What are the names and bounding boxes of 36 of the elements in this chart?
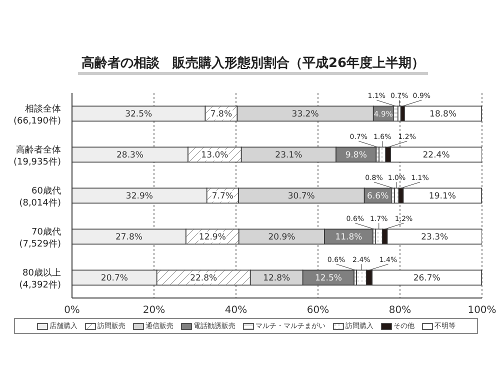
data-label: 23.1% xyxy=(275,150,302,161)
data-label: 13.0% xyxy=(201,150,228,161)
data-label: 6.6% xyxy=(367,192,389,202)
data-label: 20.7% xyxy=(100,274,128,284)
x-tick-label: 60% xyxy=(306,305,330,316)
data-label: 23.3% xyxy=(421,232,448,243)
data-label: 27.8% xyxy=(115,232,142,243)
chart-title: 高齢者の相談 販売購入形態別割合（平成26年度上半期） xyxy=(78,54,428,75)
data-label: 11.8% xyxy=(335,232,362,243)
x-tick-label: 20% xyxy=(142,305,166,316)
data-label: 22.4% xyxy=(422,150,450,161)
data-label: 26.7% xyxy=(413,274,440,284)
data-label: 32.5% xyxy=(125,110,152,120)
y-tick-label: 高齢者全体 (19,935件) xyxy=(13,144,61,168)
data-label: 12.9% xyxy=(198,232,226,243)
data-label: 22.8% xyxy=(190,274,218,284)
data-label: 32.9% xyxy=(126,192,153,202)
x-tick-label: 100% xyxy=(468,305,496,316)
y-tick-label: 相談全体 (66,190件) xyxy=(13,104,61,126)
y-tick-label: 60歳代 (8,014件) xyxy=(19,186,61,208)
data-label: 30.7% xyxy=(288,192,315,202)
data-label: 12.8% xyxy=(263,274,290,284)
data-label: 20.9% xyxy=(268,232,296,243)
x-tick-label: 0% xyxy=(64,305,80,316)
y-tick-label: 70歳代 (7,529件) xyxy=(19,226,61,250)
x-tick-label: 80% xyxy=(388,305,412,316)
data-label: 7.8% xyxy=(210,110,232,120)
data-label: 33.2% xyxy=(292,110,319,120)
data-label: 12.5% xyxy=(314,274,342,284)
data-label: 7.7% xyxy=(212,192,234,202)
data-label: 9.8% xyxy=(345,150,367,161)
data-label: 19.1% xyxy=(428,192,456,202)
y-tick-label: 80歳以上 (4,392件) xyxy=(19,268,61,290)
data-label: 28.3% xyxy=(116,150,144,161)
data-label: 18.8% xyxy=(430,110,457,120)
x-tick-label: 40% xyxy=(224,305,248,316)
